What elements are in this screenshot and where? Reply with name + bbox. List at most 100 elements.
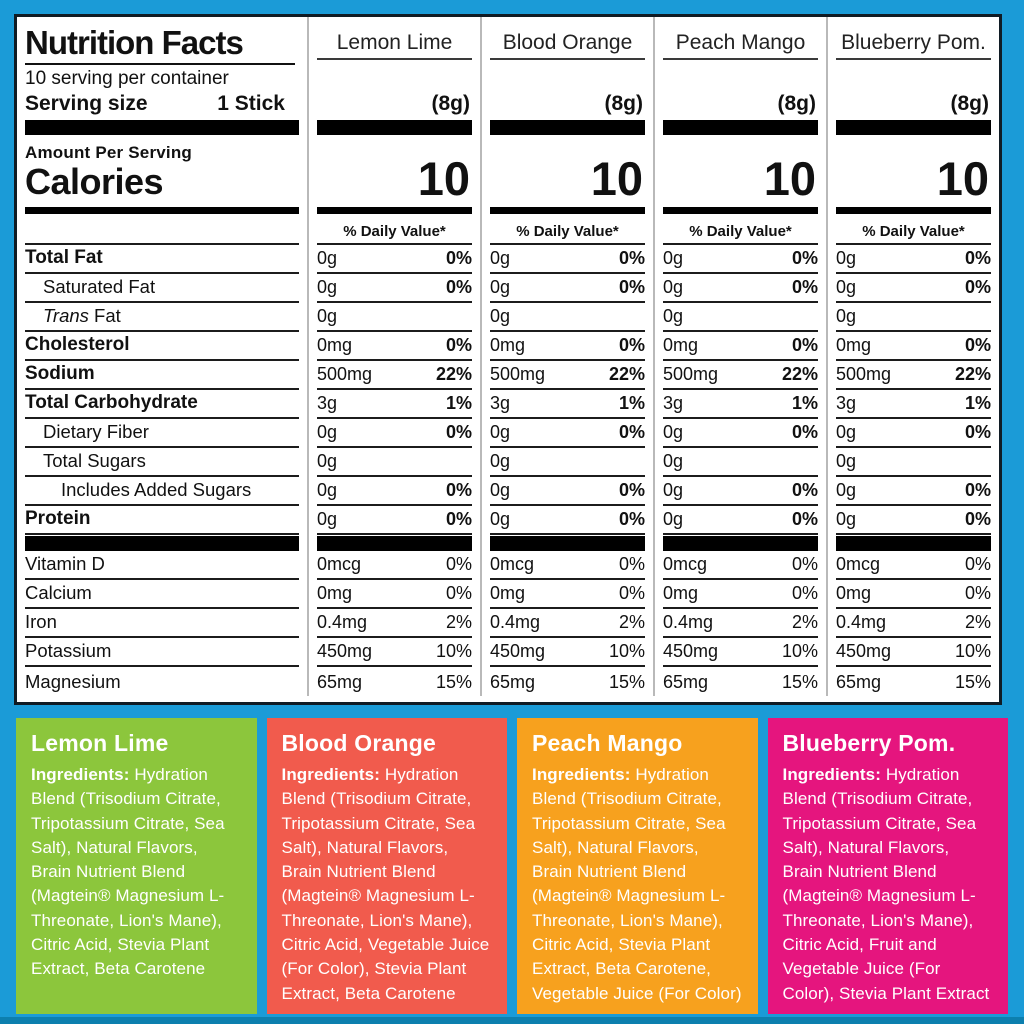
black-bar — [836, 535, 991, 551]
nutrient-label-cell: Total Fat — [17, 245, 307, 274]
black-rule — [663, 206, 818, 214]
nutrient-daily-value: 0% — [791, 277, 818, 297]
nutrient-amount: 0g — [490, 480, 511, 500]
flavor-column-header-blueberry-pom: Blueberry Pom. (8g) — [826, 17, 999, 119]
nutrient-amount: 0g — [490, 248, 511, 268]
nutrient-daily-value: 0% — [445, 248, 472, 268]
flavor-name-underline — [490, 58, 645, 60]
nutrient-value-cell: 0g 0% — [826, 245, 999, 274]
nutrient-value-cell: 0g 0% — [480, 245, 653, 274]
nutrient-amount: 0.4mg — [663, 612, 714, 632]
row-underline: 0g 0% — [663, 274, 818, 303]
nutrient-amount: 0g — [836, 509, 857, 529]
calories-value-cell: 10 — [480, 135, 653, 205]
nutrient-daily-value: 22% — [435, 364, 472, 384]
nutrient-daily-value: 2% — [618, 612, 645, 632]
row-underline: 0g 0% — [317, 419, 472, 448]
nutrient-daily-value: 10% — [954, 641, 991, 661]
nutrient-daily-value: 0% — [964, 554, 991, 574]
nutrient-daily-value: 0% — [618, 335, 645, 355]
daily-value-header: % Daily Value* — [480, 215, 653, 245]
nutrient-value-cell: 0g 0% — [307, 245, 480, 274]
nutrient-amount: 0g — [317, 451, 338, 471]
nutrient-value-cell: 0mcg 0% — [307, 551, 480, 580]
row-underline: 500mg 22% — [663, 361, 818, 390]
nutrient-value-cell: 0g 0% — [826, 274, 999, 303]
row-underline: Iron — [25, 609, 299, 638]
nutrient-value-cell: 0g — [480, 448, 653, 477]
nutrient-daily-value: 0% — [791, 335, 818, 355]
panel-title: Blueberry Pom. — [782, 730, 956, 756]
nutrient-amount: 0g — [663, 248, 684, 268]
flavor-name: Peach Mango — [675, 31, 806, 54]
panel-title: Blood Orange — [281, 730, 436, 756]
black-bar — [317, 535, 472, 551]
ingredients-panel-peach-mango: Peach Mango Ingredients: Hydration Blend… — [517, 718, 758, 1014]
row-underline: 450mg 10% — [317, 638, 472, 667]
nutrient-label-cell: Potassium — [17, 638, 307, 667]
nutrient-daily-value: 0% — [791, 480, 818, 500]
nutrient-daily-value: 1% — [791, 393, 818, 413]
black-bar — [317, 119, 472, 135]
black-bar — [663, 119, 818, 135]
nutrient-daily-value: 2% — [964, 612, 991, 632]
row-underline: 500mg 22% — [317, 361, 472, 390]
nutrient-daily-value: 0% — [618, 277, 645, 297]
nutrient-value-cell: 500mg 22% — [307, 361, 480, 390]
amount-per-serving-label: Amount Per Serving — [25, 143, 193, 162]
nutrient-value-cell: 3g 1% — [826, 390, 999, 419]
nutrient-label: Includes Added Sugars — [61, 479, 252, 500]
nutrient-value-cell: 0mg 0% — [653, 580, 826, 609]
nutrient-daily-value: 0% — [791, 422, 818, 442]
row-underline: 0g — [317, 303, 472, 332]
nutrient-daily-value: 10% — [781, 641, 818, 661]
nutrient-label: Vitamin D — [25, 553, 105, 574]
nutrient-value-cell: 500mg 22% — [480, 361, 653, 390]
nutrient-label-italic: Trans — [43, 305, 89, 326]
nutrient-value-cell: 0mg 0% — [480, 332, 653, 361]
row-underline: 0g 0% — [836, 419, 991, 448]
daily-value-header-left — [17, 215, 307, 245]
nutrient-daily-value: 2% — [445, 612, 472, 632]
nutrient-amount: 0g — [663, 306, 684, 326]
nutrient-amount: 0g — [836, 306, 857, 326]
nutrient-amount: 0g — [317, 306, 338, 326]
row-underline: 0g 0% — [836, 274, 991, 303]
row-underline: Saturated Fat — [25, 274, 299, 303]
ingredients-text: Ingredients: Hydration Blend (Trisodium … — [783, 763, 994, 1006]
nutrient-value-cell: 0g 0% — [480, 419, 653, 448]
nutrient-daily-value: 0% — [618, 509, 645, 529]
daily-value-text: % Daily Value* — [516, 223, 619, 240]
serving-size-value: 1 Stick — [217, 92, 285, 116]
nutrient-daily-value: 1% — [964, 393, 991, 413]
nutrient-amount: 0g — [663, 277, 684, 297]
nutrient-label: Protein — [25, 508, 91, 529]
nutrient-value-cell: 0g 0% — [307, 477, 480, 506]
black-bar — [490, 535, 645, 551]
spacer — [490, 60, 645, 92]
ingredients-label: Ingredients: — [31, 765, 130, 784]
nutrient-value-cell: 3g 1% — [653, 390, 826, 419]
nutrient-label-cell: Total Carbohydrate — [17, 390, 307, 419]
row-underline: 0mg 0% — [490, 332, 645, 361]
nutrient-label: Trans Fat — [25, 305, 121, 327]
ingredients-label: Ingredients: — [782, 765, 881, 784]
row-underline: Total Sugars — [25, 448, 299, 477]
nutrient-daily-value: 0% — [618, 480, 645, 500]
row-underline: 0g — [490, 448, 645, 477]
row-underline: Total Fat — [25, 245, 299, 274]
nutrient-amount: 0.4mg — [317, 612, 368, 632]
nutrient-daily-value: 0% — [791, 509, 818, 529]
daily-value-header: % Daily Value* — [307, 215, 480, 245]
black-bar — [25, 119, 299, 135]
nutrient-daily-value: 0% — [791, 554, 818, 574]
row-underline: 65mg 15% — [836, 667, 991, 696]
nutrient-value-cell: 450mg 10% — [826, 638, 999, 667]
spacer — [663, 60, 818, 92]
row-underline: 0g — [663, 448, 818, 477]
nutrient-label-cell: Protein — [17, 506, 307, 535]
ingredients-text: Ingredients: Hydration Blend (Trisodium … — [532, 763, 743, 1006]
thick-rule — [17, 205, 307, 215]
nutrient-amount: 0g — [490, 306, 511, 326]
